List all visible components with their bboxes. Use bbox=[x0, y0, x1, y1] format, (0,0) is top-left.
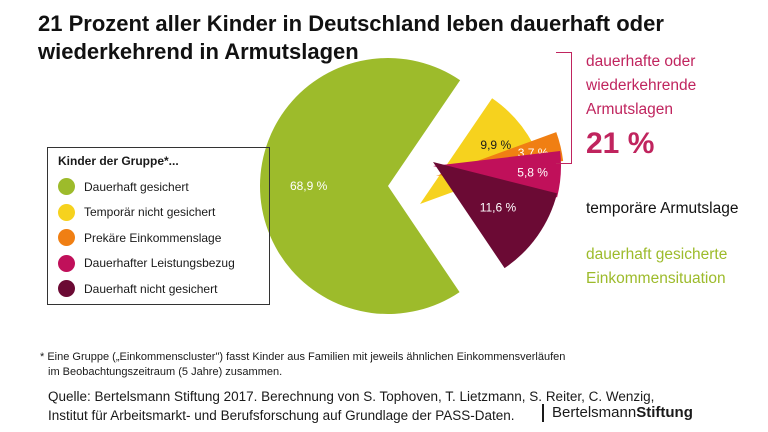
legend-swatch bbox=[58, 254, 75, 272]
legend-swatch bbox=[58, 229, 75, 247]
logo-part-2: Stiftung bbox=[636, 404, 693, 421]
logo-part-1: Bertelsmann bbox=[552, 404, 637, 421]
poverty-bracket bbox=[556, 52, 572, 164]
legend-label: Temporär nicht gesichert bbox=[84, 205, 216, 220]
legend-item-dauerhaft-gesichert: Dauerhaft gesichert bbox=[58, 174, 259, 200]
annotation-gesichert: dauerhaft gesicherte Einkommensituation bbox=[586, 246, 728, 287]
pie-slice bbox=[433, 162, 558, 269]
slice-data-label: 11,6 % bbox=[480, 201, 517, 215]
legend-label: Dauerhafter Leistungsbezug bbox=[84, 256, 235, 271]
slice-data-label: 5,8 % bbox=[517, 166, 548, 180]
legend-item-prekaer: Prekäre Einkommenslage bbox=[58, 225, 259, 251]
source-line-1: Quelle: Bertelsmann Stiftung 2017. Berec… bbox=[48, 389, 655, 404]
source: Quelle: Bertelsmann Stiftung 2017. Berec… bbox=[48, 387, 654, 425]
footnote-line-2: im Beobachtungszeitraum (5 Jahre) zusamm… bbox=[48, 366, 283, 378]
legend-swatch bbox=[58, 203, 75, 221]
footnote-line-1: * Eine Gruppe („Einkommenscluster") fass… bbox=[40, 351, 566, 363]
annotation-temporaer: temporäre Armutslage bbox=[586, 200, 739, 217]
annotation-armutslagen-value: 21 % bbox=[586, 127, 655, 160]
legend-item-leistungsbezug: Dauerhafter Leistungsbezug bbox=[58, 251, 259, 277]
annotation-armutslagen: dauerhafte oder wiederkehrende Armutslag… bbox=[586, 53, 697, 118]
legend-title: Kinder der Gruppe*... bbox=[58, 154, 179, 168]
pie-slice bbox=[260, 58, 461, 315]
footnote: * Eine Gruppe („Einkommenscluster") fass… bbox=[40, 350, 565, 380]
legend: Kinder der Gruppe*... Dauerhaft gesicher… bbox=[47, 147, 270, 305]
legend-label: Dauerhaft nicht gesichert bbox=[84, 281, 218, 296]
chart-title: 21 Prozent aller Kinder in Deutschland l… bbox=[38, 11, 664, 64]
legend-label: Prekäre Einkommenslage bbox=[84, 230, 222, 245]
slice-data-label: 68,9 % bbox=[290, 179, 328, 193]
source-line-2: Institut für Arbeitsmarkt- und Berufsfor… bbox=[48, 408, 515, 423]
slice-data-label: 9,9 % bbox=[480, 138, 511, 152]
bertelsmann-logo: BertelsmannStiftung bbox=[542, 404, 693, 422]
legend-item-nicht-gesichert: Dauerhaft nicht gesichert bbox=[58, 276, 259, 302]
pie-slice bbox=[433, 151, 561, 198]
legend-swatch bbox=[58, 178, 75, 196]
legend-label: Dauerhaft gesichert bbox=[84, 179, 189, 194]
legend-item-temporaer: Temporär nicht gesichert bbox=[58, 200, 259, 226]
legend-swatch bbox=[58, 280, 75, 298]
